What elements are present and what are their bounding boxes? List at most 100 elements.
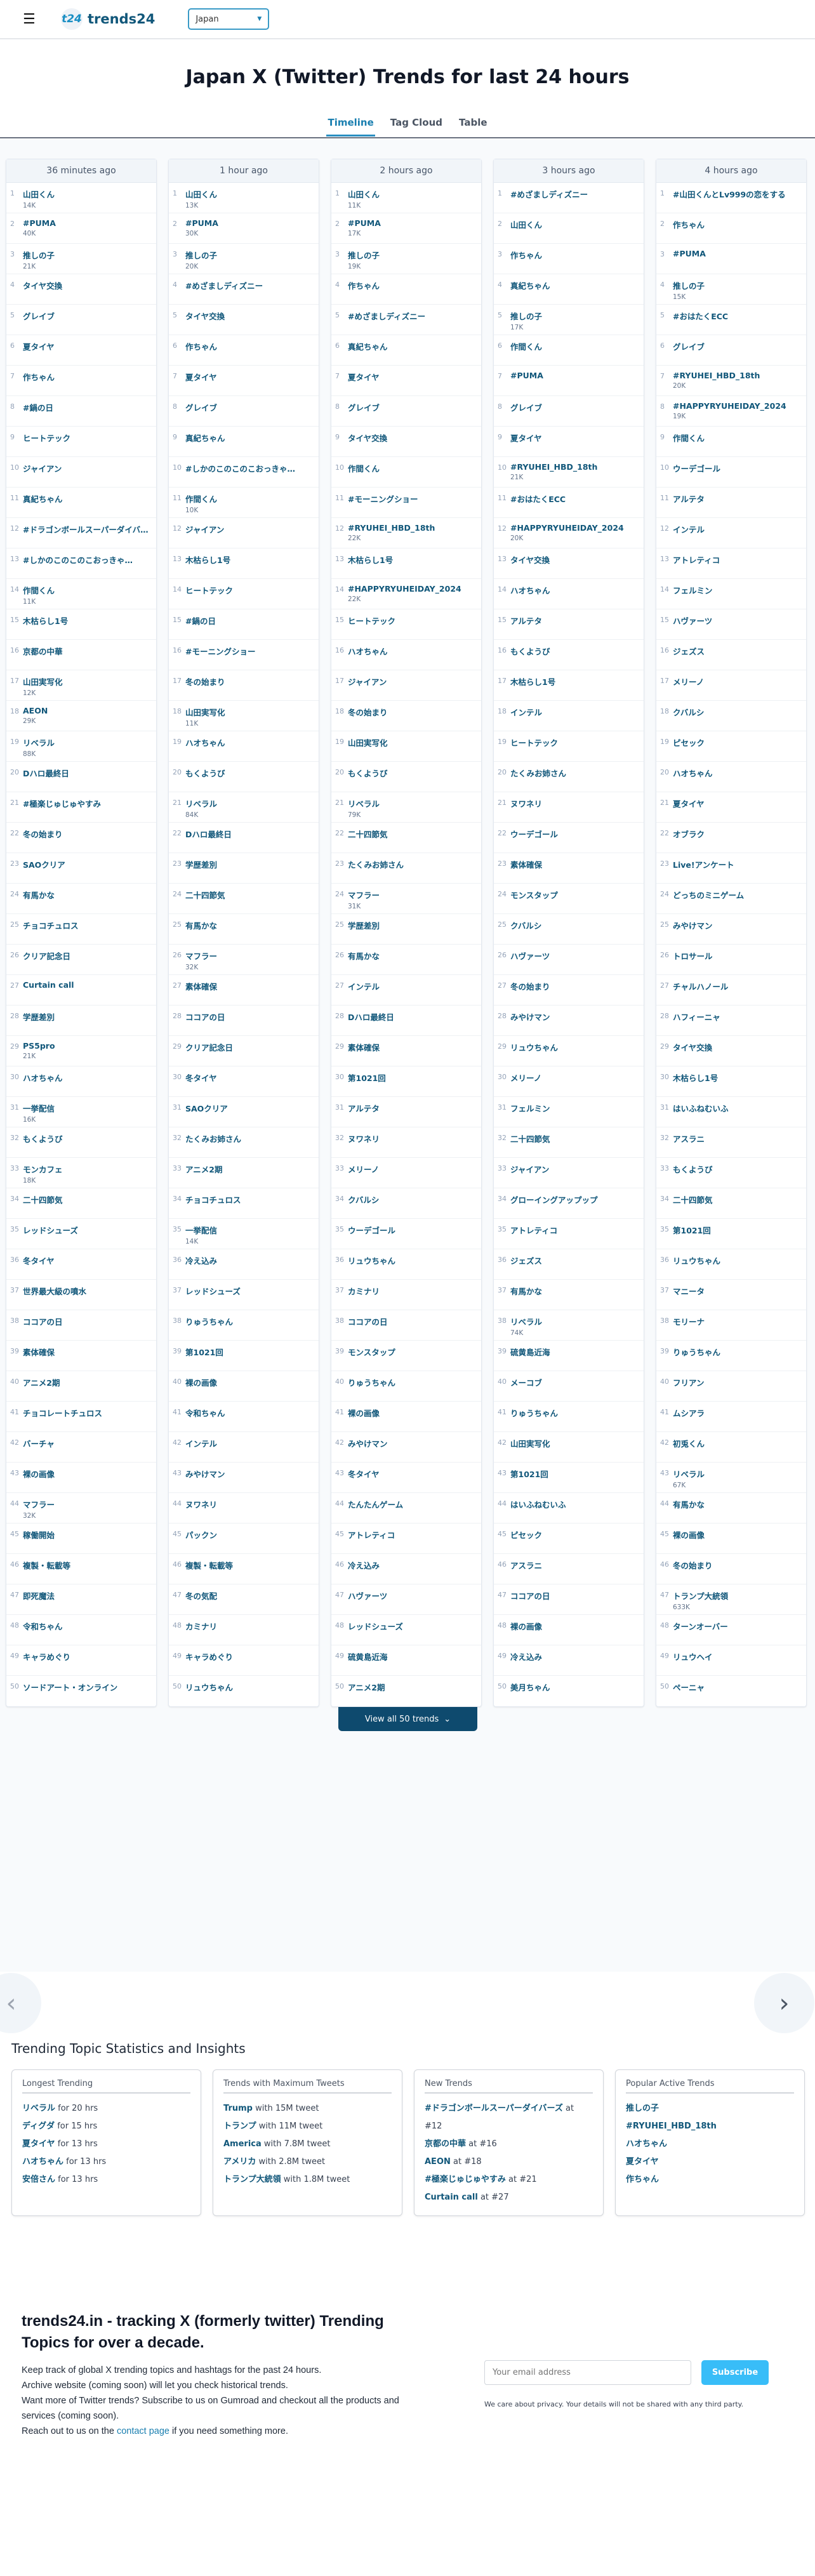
trend-name-link[interactable]: メリーノ: [510, 1073, 542, 1083]
trend-name-link[interactable]: モンスタップ: [510, 891, 558, 900]
trend-row[interactable]: 24 モンスタップ: [494, 884, 644, 914]
trend-name-link[interactable]: レッドシューズ: [23, 1226, 78, 1235]
trend-row[interactable]: 6 真紀ちゃん: [331, 335, 481, 366]
trend-name-link[interactable]: みやけマン: [510, 1012, 550, 1022]
trend-row[interactable]: 34 クバルシ: [331, 1188, 481, 1219]
trend-row[interactable]: 45 稼働開始: [6, 1524, 156, 1554]
trend-name-link[interactable]: 真紀ちゃん: [348, 342, 388, 352]
trend-row[interactable]: 28 ハフィーニャ: [656, 1006, 806, 1036]
trend-name-link[interactable]: SAOクリア: [185, 1104, 228, 1113]
trend-name-link[interactable]: ピセック: [673, 738, 705, 748]
trend-row[interactable]: 43 冬タイヤ: [331, 1463, 481, 1493]
trend-row[interactable]: 18 AEON 29K: [6, 701, 156, 731]
trend-row[interactable]: 28 ココアの日: [169, 1006, 319, 1036]
trend-row[interactable]: 48 令和ちゃん: [6, 1615, 156, 1645]
trend-name-link[interactable]: 作間くん: [185, 495, 218, 504]
trend-row[interactable]: 44 マフラー 32K: [6, 1493, 156, 1524]
trend-row[interactable]: 41 りゅうちゃん: [494, 1402, 644, 1432]
trend-name-link[interactable]: ヒートテック: [185, 586, 234, 595]
trend-row[interactable]: 21 リベラル 84K: [169, 792, 319, 823]
trend-name-link[interactable]: ヌワネリ: [510, 799, 543, 809]
trend-row[interactable]: 33 アニメ2期: [169, 1158, 319, 1188]
trend-row[interactable]: 22 二十四節気: [331, 823, 481, 853]
trend-name-link[interactable]: クリア記念日: [185, 1043, 234, 1052]
trend-name-link[interactable]: フリアン: [673, 1378, 705, 1388]
trend-row[interactable]: 27 冬の始まり: [494, 975, 644, 1006]
trend-row[interactable]: 10 ウーデゴール: [656, 457, 806, 488]
trend-name-link[interactable]: 二十四節気: [185, 891, 225, 900]
trend-name-link[interactable]: ジェズス: [510, 1256, 543, 1266]
trend-row[interactable]: 15 アルテタ: [494, 609, 644, 640]
trend-name-link[interactable]: 夏タイヤ: [23, 342, 55, 352]
trend-name-link[interactable]: クバルシ: [673, 708, 705, 717]
trend-row[interactable]: 40 りゅうちゃん: [331, 1371, 481, 1402]
trend-name-link[interactable]: #しかのこのこのこおっきゃ…: [185, 464, 295, 474]
trend-row[interactable]: 24 マフラー 31K: [331, 884, 481, 914]
trend-row[interactable]: 5 #おはたくECC: [656, 305, 806, 335]
trend-row[interactable]: 31 一挙配信 16K: [6, 1097, 156, 1127]
trend-name-link[interactable]: モリーナ: [673, 1317, 705, 1327]
view-all-button[interactable]: View all 50 trends ⌄: [338, 1707, 477, 1731]
trend-row[interactable]: 10 #しかのこのこのこおっきゃ…: [169, 457, 319, 488]
trend-name-link[interactable]: オブラク: [673, 830, 705, 839]
trend-name-link[interactable]: タイヤ交換: [348, 434, 388, 443]
trend-name-link[interactable]: タイヤ交換: [185, 312, 225, 321]
trend-name-link[interactable]: リベラル: [673, 1470, 705, 1479]
trend-name-link[interactable]: #RYUHEI_HBD_18th: [348, 523, 435, 533]
trend-row[interactable]: 45 ピセック: [494, 1524, 644, 1554]
tab-timeline[interactable]: Timeline: [326, 114, 375, 136]
trend-name-link[interactable]: 冬の気配: [185, 1591, 218, 1601]
trend-name-link[interactable]: ジェズス: [673, 647, 705, 656]
trend-row[interactable]: 22 Dハロ最終日: [169, 823, 319, 853]
trend-name-link[interactable]: 第1021回: [510, 1470, 548, 1479]
trend-name-link[interactable]: リュウちゃん: [348, 1256, 396, 1266]
trend-row[interactable]: 39 りゅうちゃん: [656, 1341, 806, 1371]
trend-name-link[interactable]: 真紀ちゃん: [510, 281, 550, 291]
trend-name-link[interactable]: ウーデゴール: [348, 1226, 396, 1235]
trend-row[interactable]: 26 有馬かな: [331, 945, 481, 975]
trend-row[interactable]: 36 リュウちゃん: [656, 1249, 806, 1280]
trend-row[interactable]: 32 ヌワネリ: [331, 1127, 481, 1158]
trend-row[interactable]: 5 タイヤ交換: [169, 305, 319, 335]
trend-row[interactable]: 3 #PUMA: [656, 244, 806, 274]
trend-name-link[interactable]: #HAPPYRYUHEIDAY_2024: [348, 584, 461, 594]
trend-name-link[interactable]: #しかのこのこのこおっきゃ…: [23, 555, 133, 565]
trend-row[interactable]: 40 アニメ2期: [6, 1371, 156, 1402]
trend-row[interactable]: 16 もくようび: [494, 640, 644, 670]
trend-row[interactable]: 37 カミナリ: [331, 1280, 481, 1310]
trend-row[interactable]: 4 タイヤ交換: [6, 274, 156, 305]
trend-row[interactable]: 9 ヒートテック: [6, 427, 156, 457]
trend-name-link[interactable]: たくみお姉さん: [348, 860, 404, 870]
trend-row[interactable]: 19 ヒートテック: [494, 731, 644, 762]
trend-row[interactable]: 7 夏タイヤ: [169, 366, 319, 396]
trend-name-link[interactable]: 令和ちゃん: [185, 1409, 225, 1418]
trend-name-link[interactable]: 作間くん: [673, 434, 705, 443]
stats-trend-link[interactable]: 京都の中華: [425, 2139, 467, 2149]
trend-row[interactable]: 15 木枯らし1号: [6, 609, 156, 640]
trend-name-link[interactable]: リベラル: [348, 799, 380, 809]
stats-trend-link[interactable]: 夏タイヤ: [22, 2139, 55, 2149]
trend-name-link[interactable]: モンカフェ: [23, 1165, 63, 1174]
trend-name-link[interactable]: ココアの日: [185, 1012, 225, 1022]
trend-row[interactable]: 37 レッドシューズ: [169, 1280, 319, 1310]
trend-row[interactable]: 32 たくみお姉さん: [169, 1127, 319, 1158]
trend-row[interactable]: 12 インテル: [656, 518, 806, 548]
trend-row[interactable]: 6 作ちゃん: [169, 335, 319, 366]
trend-row[interactable]: 9 タイヤ交換: [331, 427, 481, 457]
tab-tag-cloud[interactable]: Tag Cloud: [390, 117, 443, 128]
trend-name-link[interactable]: マニータ: [673, 1287, 705, 1296]
trend-row[interactable]: 9 作間くん: [656, 427, 806, 457]
trend-name-link[interactable]: 夏タイヤ: [510, 434, 542, 443]
trend-name-link[interactable]: チョコチュロス: [23, 921, 79, 931]
trend-row[interactable]: 42 バーチャ: [6, 1432, 156, 1463]
trend-row[interactable]: 3 推しの子 20K: [169, 244, 319, 274]
stats-trend-link[interactable]: アメリカ: [223, 2157, 256, 2167]
trend-row[interactable]: 15 ハヴァーツ: [656, 609, 806, 640]
trend-row[interactable]: 23 SAOクリア: [6, 853, 156, 884]
trend-name-link[interactable]: 夏タイヤ: [185, 373, 217, 382]
trend-row[interactable]: 30 ハオちゃん: [6, 1066, 156, 1097]
trend-name-link[interactable]: ムシアラ: [673, 1409, 705, 1418]
trend-row[interactable]: 29 クリア記念日: [169, 1036, 319, 1066]
trend-row[interactable]: 2 #PUMA 30K: [169, 213, 319, 244]
stats-trend-link[interactable]: ハオちゃん: [22, 2157, 64, 2167]
